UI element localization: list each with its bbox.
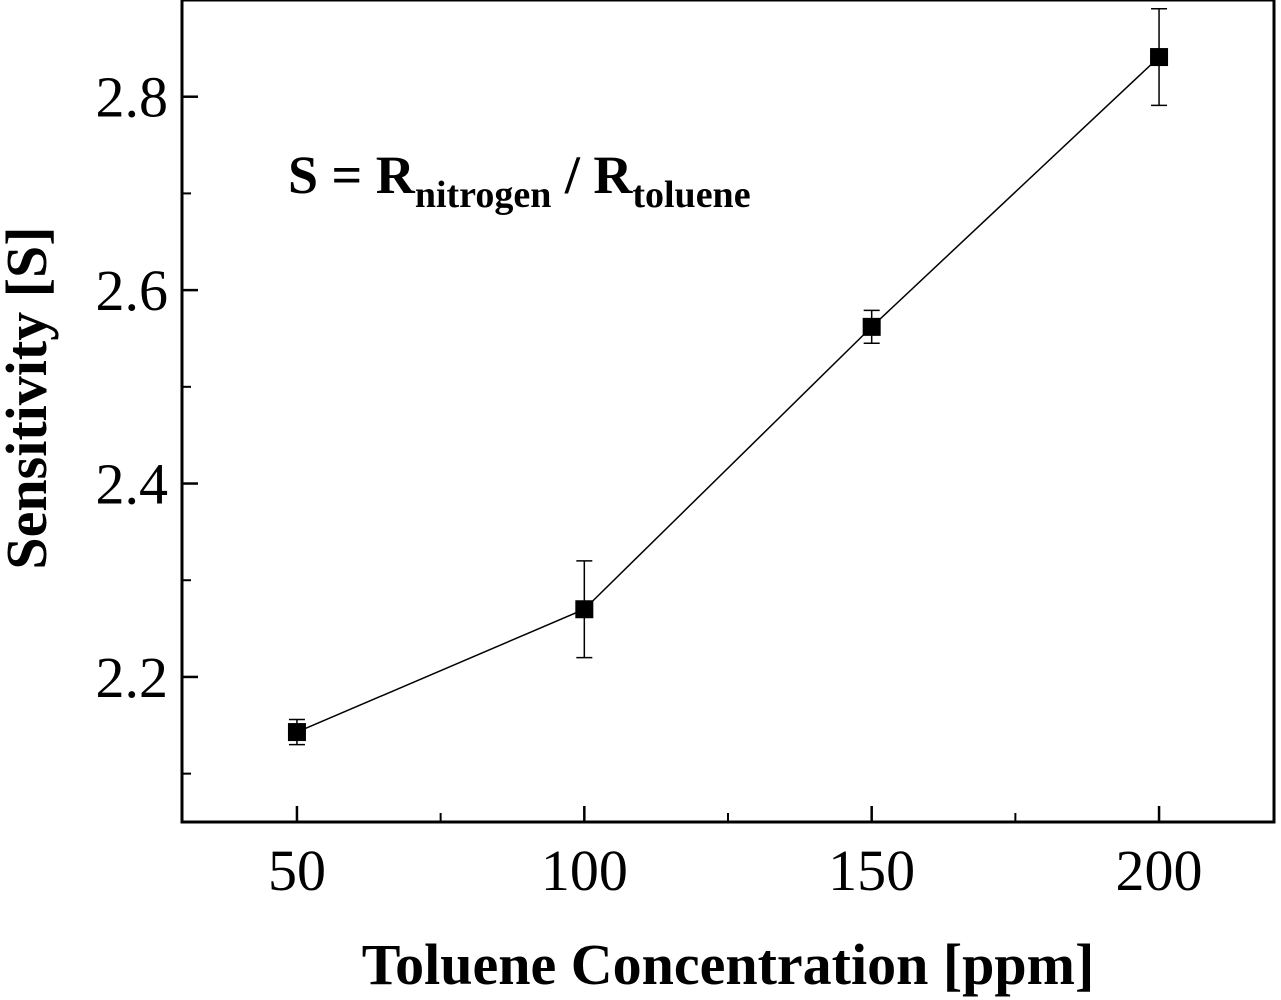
sensitivity-formula: S = Rnitrogen / Rtoluene bbox=[288, 145, 751, 216]
data-series bbox=[287, 7, 1169, 746]
data-point-marker bbox=[575, 600, 594, 619]
tick-labels: 50 100 150 200 2.2 2.4 2.6 2.8 bbox=[96, 65, 1203, 903]
y-tick-label: 2.8 bbox=[96, 65, 169, 130]
data-point-marker bbox=[1150, 48, 1169, 67]
axis-ticks bbox=[182, 0, 1161, 822]
y-tick-label: 2.2 bbox=[96, 645, 169, 710]
x-tick-label: 50 bbox=[268, 838, 326, 903]
series-line bbox=[296, 56, 1160, 733]
x-axis-title: Toluene Concentration [ppm] bbox=[362, 932, 1095, 997]
y-tick-label: 2.6 bbox=[96, 258, 169, 323]
plot-frame bbox=[180, 0, 1276, 824]
y-axis-title: Sensitivity [S] bbox=[0, 226, 59, 569]
data-point-marker bbox=[862, 317, 881, 336]
x-tick-label: 200 bbox=[1116, 838, 1203, 903]
x-tick-label: 150 bbox=[828, 838, 915, 903]
data-point-marker bbox=[287, 723, 306, 742]
y-tick-label: 2.4 bbox=[96, 452, 169, 517]
x-tick-label: 100 bbox=[541, 838, 628, 903]
